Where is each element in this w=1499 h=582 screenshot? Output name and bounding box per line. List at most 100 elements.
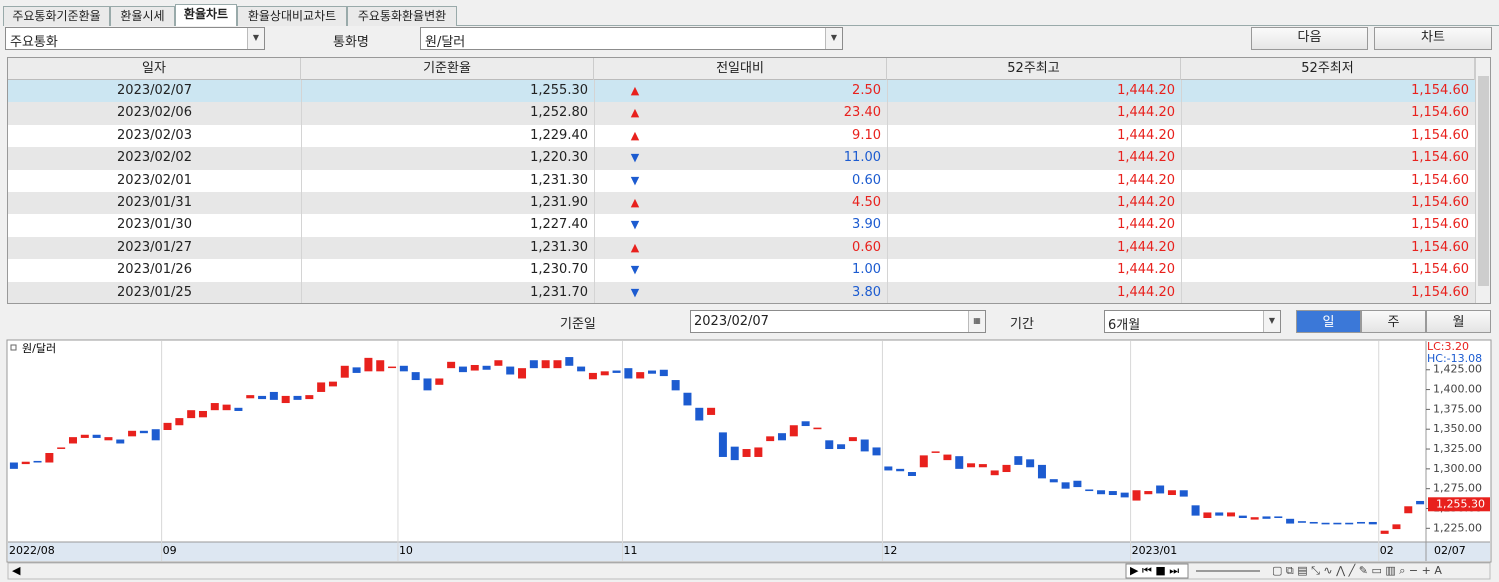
- x-tick-label: 09: [163, 544, 177, 557]
- table-cell: 1,444.20: [1117, 284, 1175, 300]
- table-cell: 9.10: [852, 127, 881, 143]
- cell-divider: [594, 236, 595, 260]
- table-cell: 1,154.60: [1411, 284, 1469, 300]
- cell-divider: [301, 147, 302, 170]
- period-select[interactable]: 6개월 ▼: [1104, 310, 1281, 333]
- candle-body: [175, 418, 184, 426]
- currency-select[interactable]: 원/달러 ▼: [420, 27, 843, 50]
- table-row[interactable]: [8, 147, 1475, 170]
- candle-body: [896, 468, 905, 472]
- cell-divider: [1181, 169, 1182, 192]
- legend-label: 원/달러: [22, 342, 56, 355]
- chart-scrollbar[interactable]: [7, 562, 1491, 580]
- candle-body: [435, 378, 444, 385]
- candle-body: [1085, 489, 1094, 492]
- chart-button[interactable]: 차트: [1374, 27, 1492, 50]
- candle-body: [884, 466, 893, 471]
- candle-body: [305, 395, 314, 400]
- cell-divider: [594, 192, 595, 215]
- table-cell: 1,444.20: [1117, 262, 1175, 278]
- candle-body: [364, 357, 373, 372]
- annotation: HC:-13.08: [1427, 352, 1482, 365]
- unit-button[interactable]: 주: [1361, 310, 1426, 333]
- column-header: 기준환율: [301, 58, 594, 80]
- cell-divider: [1181, 124, 1182, 148]
- unit-button[interactable]: 월: [1426, 310, 1491, 333]
- table-cell: ▼: [630, 285, 640, 299]
- table-row[interactable]: [8, 192, 1475, 215]
- cell-divider: [301, 80, 302, 103]
- cell-divider: [301, 169, 302, 192]
- candle-body: [33, 460, 42, 463]
- candle-body: [848, 437, 857, 442]
- y-tick-label: 1,350.00: [1433, 422, 1482, 435]
- table-row[interactable]: [8, 281, 1475, 303]
- cell-divider: [301, 124, 302, 148]
- table-row[interactable]: [8, 259, 1475, 282]
- table-row[interactable]: [8, 124, 1475, 148]
- scrollbar[interactable]: [1475, 58, 1490, 303]
- x-axis-band: [1426, 542, 1490, 561]
- table-row[interactable]: [8, 169, 1475, 192]
- next-button[interactable]: 다음: [1251, 27, 1368, 50]
- tab[interactable]: 환율차트: [175, 4, 237, 26]
- cell-divider: [1181, 259, 1182, 282]
- candle-body: [9, 462, 18, 469]
- candle-body: [1274, 516, 1283, 519]
- table-row[interactable]: [8, 80, 1475, 103]
- table-cell: 2023/01/31: [117, 195, 192, 210]
- table-cell: 2023/01/26: [117, 262, 192, 278]
- tab[interactable]: 환율상대비교차트: [237, 6, 347, 26]
- table-row[interactable]: [8, 214, 1475, 237]
- unit-button[interactable]: 일: [1296, 310, 1361, 333]
- cell-divider: [887, 147, 888, 170]
- candle-body: [742, 449, 751, 457]
- candle-body: [978, 464, 987, 468]
- table-cell: 1,231.30: [530, 239, 588, 255]
- current-price-label: 1,255.30: [1436, 497, 1485, 510]
- table-row[interactable]: [8, 102, 1475, 125]
- cell-divider: [1181, 102, 1182, 125]
- cell-divider: [594, 169, 595, 192]
- tab[interactable]: 환율시세: [110, 6, 175, 26]
- cell-divider: [301, 102, 302, 125]
- dropdown-arrow: ▼: [825, 28, 842, 49]
- cell-divider: [887, 236, 888, 260]
- tool-icons[interactable]: ▢ ⧉ ▤ ⤡ ∿ ⋀ ╱ ✎ ▭ ▥ ⌕ − + A: [1272, 563, 1442, 577]
- tab[interactable]: 주요통화기준환율: [3, 6, 110, 26]
- nav-icons[interactable]: ▶ ⏮ ■ ⏭: [1130, 564, 1179, 577]
- candle-body: [801, 421, 810, 427]
- x-tick-label: 02/07: [1434, 544, 1466, 557]
- cell-divider: [887, 102, 888, 125]
- cell-divider: [594, 147, 595, 170]
- table-cell: ▲: [630, 106, 640, 120]
- legend-marker: [10, 344, 17, 351]
- tab[interactable]: 주요통화환율변환: [347, 6, 457, 26]
- candle-body: [931, 451, 940, 453]
- cell-divider: [594, 259, 595, 282]
- nav-buttons[interactable]: [1125, 563, 1189, 579]
- candle-body: [766, 436, 775, 442]
- cell-divider: [301, 259, 302, 282]
- candle-body: [1321, 522, 1330, 525]
- cell-divider: [887, 80, 888, 103]
- cell-divider: [887, 281, 888, 303]
- candle-body: [1156, 485, 1165, 494]
- table-row[interactable]: [8, 236, 1475, 260]
- y-tick-label: 1,400.00: [1433, 383, 1482, 396]
- cell-divider: [1181, 80, 1182, 103]
- table-cell: 1,227.40: [530, 217, 588, 233]
- candle-body: [707, 407, 716, 415]
- candle-body: [1144, 491, 1153, 495]
- scroll-left[interactable]: ◀: [12, 564, 21, 577]
- candle-body: [529, 360, 538, 369]
- calendar-button[interactable]: ▦: [968, 311, 985, 332]
- candle-body: [730, 446, 739, 461]
- group-select-text: 주요통화: [10, 35, 58, 50]
- table-cell: 2023/01/25: [117, 284, 192, 300]
- candle-body: [624, 368, 633, 379]
- group-select[interactable]: 주요통화 ▼: [5, 27, 265, 50]
- candle-body: [577, 366, 586, 372]
- candle-body: [1250, 517, 1259, 520]
- date-input[interactable]: 2023/02/07 ▦: [690, 310, 986, 333]
